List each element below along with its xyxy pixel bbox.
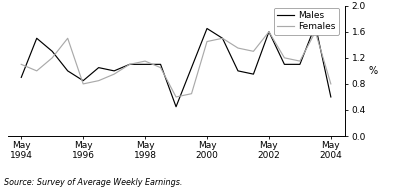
Males [19, 76, 24, 79]
Females [204, 40, 209, 43]
Males [189, 67, 194, 69]
Females [50, 57, 55, 59]
Males [282, 63, 287, 66]
Females [66, 37, 70, 40]
Males [297, 63, 302, 66]
Females [282, 57, 287, 59]
Females [127, 63, 132, 66]
Males [127, 63, 132, 66]
Males [112, 70, 116, 72]
Males [251, 73, 256, 75]
Females [266, 31, 271, 33]
Females [173, 96, 178, 98]
Males [173, 106, 178, 108]
Males [266, 31, 271, 33]
Females [158, 67, 163, 69]
Males [66, 70, 70, 72]
Males [96, 67, 101, 69]
Y-axis label: %: % [368, 66, 378, 76]
Females [81, 83, 85, 85]
Males [235, 70, 240, 72]
Females [143, 60, 147, 62]
Females [220, 37, 225, 40]
Males [313, 24, 318, 26]
Females [328, 83, 333, 85]
Males [158, 63, 163, 66]
Males [204, 27, 209, 30]
Males [328, 96, 333, 98]
Legend: Males, Females: Males, Females [274, 8, 339, 35]
Females [35, 70, 39, 72]
Females [19, 63, 24, 66]
Males [81, 80, 85, 82]
Line: Females: Females [21, 32, 331, 97]
Females [189, 93, 194, 95]
Text: Source: Survey of Average Weekly Earnings.: Source: Survey of Average Weekly Earning… [4, 178, 182, 187]
Males [143, 63, 147, 66]
Females [313, 31, 318, 33]
Females [251, 50, 256, 53]
Females [297, 60, 302, 62]
Males [50, 50, 55, 53]
Line: Males: Males [21, 25, 331, 107]
Males [35, 37, 39, 40]
Females [96, 80, 101, 82]
Males [220, 37, 225, 40]
Females [235, 47, 240, 49]
Females [112, 73, 116, 75]
